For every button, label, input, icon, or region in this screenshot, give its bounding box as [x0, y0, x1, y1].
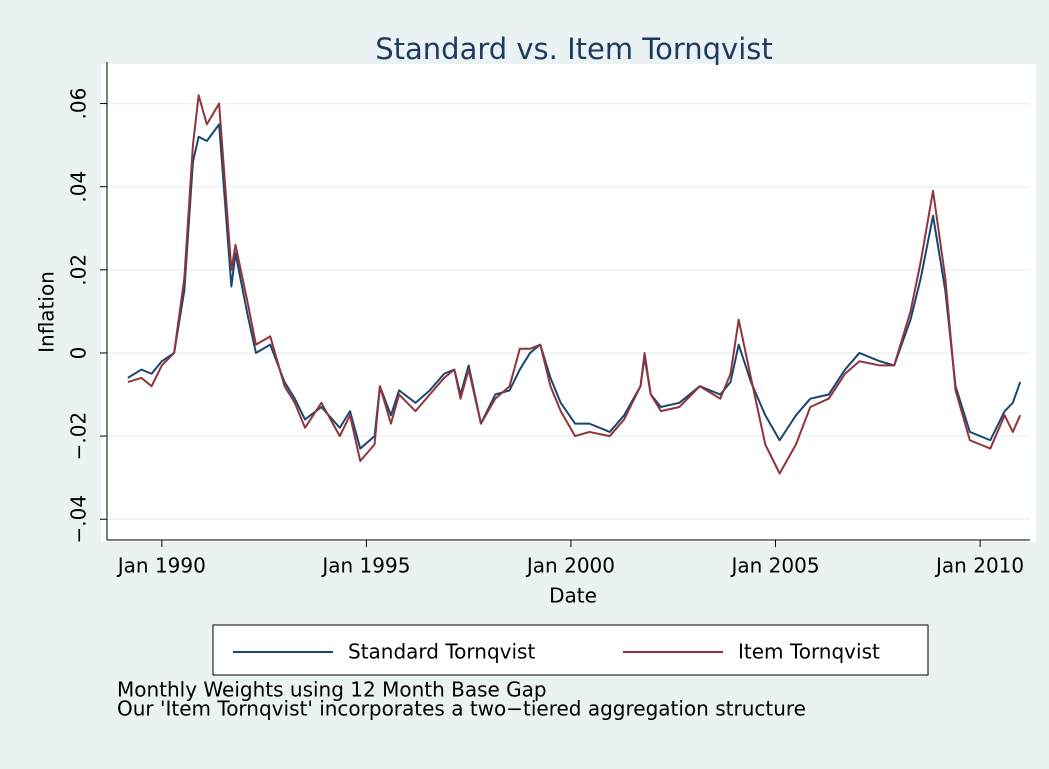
legend [212, 624, 929, 676]
x-tick-label: Jan 1995 [320, 554, 410, 578]
x-tick-label: Jan 2010 [934, 554, 1024, 578]
note: Our 'Item Tornqvist' incorporates a two−… [117, 697, 806, 721]
y-tick-label: .04 [67, 171, 91, 203]
series-line [127, 94, 1022, 475]
x-tick-label: Jan 2000 [525, 554, 615, 578]
chart-title: Standard vs. Item Tornqvist [375, 32, 773, 66]
y-axis-title: Inflation [35, 271, 59, 353]
y-tick-label: .02 [67, 254, 91, 286]
series-line [127, 123, 1022, 450]
y-tick-label: .06 [67, 88, 91, 120]
legend-label: Item Tornqvist [738, 640, 880, 664]
legend-label: Standard Tornqvist [348, 640, 535, 664]
plot-area [101, 64, 1036, 542]
x-axis-title: Date [549, 584, 597, 608]
y-tick-label: −.04 [67, 495, 91, 544]
y-tick-label: 0 [67, 347, 91, 360]
note: Monthly Weights using 12 Month Base Gap [117, 678, 547, 702]
x-tick-label: Jan 1990 [116, 554, 206, 578]
x-tick-label: Jan 2005 [729, 554, 819, 578]
y-tick-label: −.02 [67, 412, 91, 461]
